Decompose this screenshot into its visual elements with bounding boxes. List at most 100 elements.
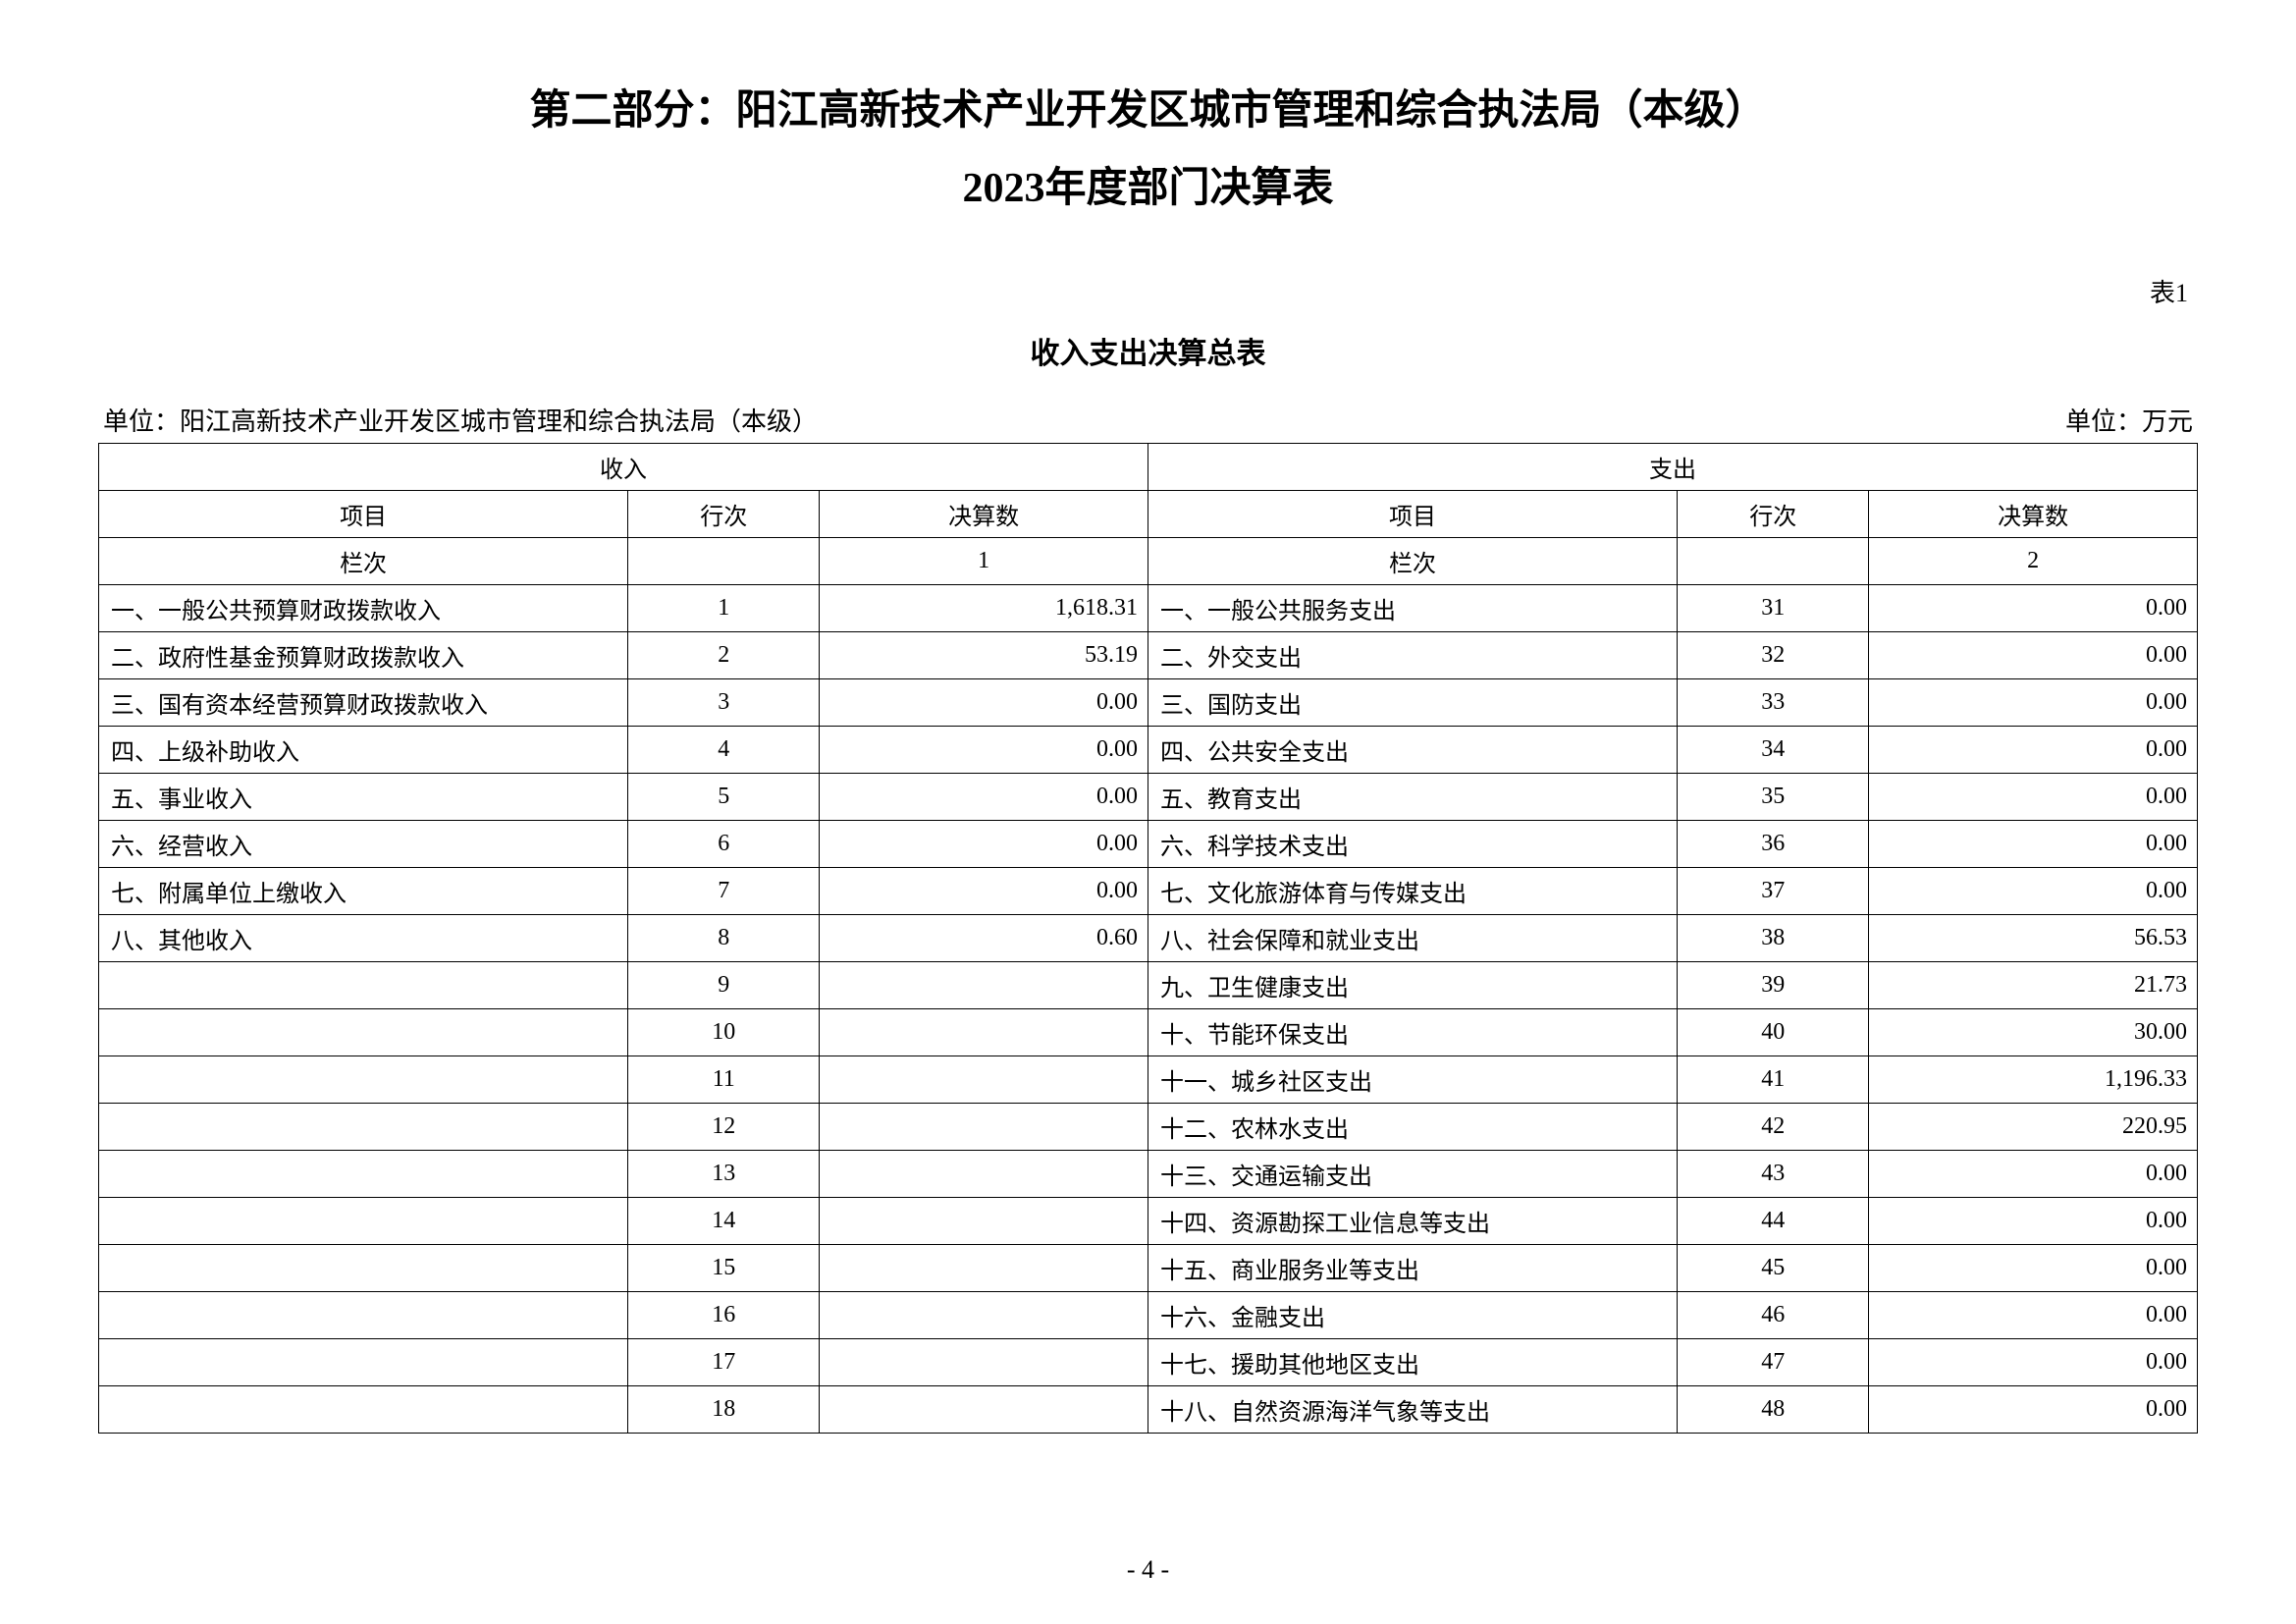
income-amount-cell [820, 1104, 1148, 1151]
income-amount-cell: 0.00 [820, 679, 1148, 727]
income-header: 收入 [99, 444, 1148, 491]
unit-right: 单位：万元 [2065, 402, 2193, 438]
income-row-cell: 13 [628, 1151, 820, 1198]
income-row-cell: 3 [628, 679, 820, 727]
table-row: 六、经营收入60.00六、科学技术支出360.00 [99, 821, 2198, 868]
table-row: 18十八、自然资源海洋气象等支出480.00 [99, 1386, 2198, 1434]
expense-row-cell: 48 [1678, 1386, 1869, 1434]
income-item-cell [99, 1339, 628, 1386]
expense-row-cell: 46 [1678, 1292, 1869, 1339]
expense-item-cell: 二、外交支出 [1148, 632, 1677, 679]
income-item-cell: 六、经营收入 [99, 821, 628, 868]
income-row-cell: 5 [628, 774, 820, 821]
income-amount-cell: 0.00 [820, 727, 1148, 774]
income-item-cell: 一、一般公共预算财政拨款收入 [99, 585, 628, 632]
income-row-cell: 9 [628, 962, 820, 1009]
expense-row-header: 行次 [1678, 491, 1869, 538]
blank-cell [628, 538, 820, 585]
expense-row-cell: 42 [1678, 1104, 1869, 1151]
expense-amount-cell: 0.00 [1869, 1386, 2198, 1434]
expense-row-cell: 37 [1678, 868, 1869, 915]
header-row-1: 收入 支出 [99, 444, 2198, 491]
expense-item-cell: 六、科学技术支出 [1148, 821, 1677, 868]
document-subtitle: 2023年度部门决算表 [98, 154, 2198, 214]
expense-row-cell: 43 [1678, 1151, 1869, 1198]
expense-amount-cell: 30.00 [1869, 1009, 2198, 1056]
expense-item-cell: 十六、金融支出 [1148, 1292, 1677, 1339]
table-row: 9九、卫生健康支出3921.73 [99, 962, 2198, 1009]
income-item-cell: 三、国有资本经营预算财政拨款收入 [99, 679, 628, 727]
income-item-cell [99, 1056, 628, 1104]
expense-item-cell: 十、节能环保支出 [1148, 1009, 1677, 1056]
expense-amount-cell: 0.00 [1869, 1292, 2198, 1339]
income-row-cell: 18 [628, 1386, 820, 1434]
expense-amount-cell: 1,196.33 [1869, 1056, 2198, 1104]
expense-item-cell: 十七、援助其他地区支出 [1148, 1339, 1677, 1386]
income-row-cell: 10 [628, 1009, 820, 1056]
table-row: 14十四、资源勘探工业信息等支出440.00 [99, 1198, 2198, 1245]
income-row-cell: 7 [628, 868, 820, 915]
income-row-cell: 8 [628, 915, 820, 962]
income-row-cell: 16 [628, 1292, 820, 1339]
page-number: - 4 - [0, 1555, 2296, 1585]
expense-item-cell: 十四、资源勘探工业信息等支出 [1148, 1198, 1677, 1245]
table-row: 10 十、节能环保支出4030.00 [99, 1009, 2198, 1056]
col-1: 1 [820, 538, 1148, 585]
expense-row-cell: 31 [1678, 585, 1869, 632]
income-amount-cell: 1,618.31 [820, 585, 1148, 632]
income-col-label: 栏次 [99, 538, 628, 585]
table-row: 四、上级补助收入40.00四、公共安全支出340.00 [99, 727, 2198, 774]
expense-row-cell: 45 [1678, 1245, 1869, 1292]
income-item-cell [99, 962, 628, 1009]
expense-amount-cell: 0.00 [1869, 632, 2198, 679]
expense-amount-cell: 0.00 [1869, 1151, 2198, 1198]
income-item-cell [99, 1151, 628, 1198]
income-row-header: 行次 [628, 491, 820, 538]
income-amount-cell [820, 1009, 1148, 1056]
meta-row: 单位：阳江高新技术产业开发区城市管理和综合执法局（本级） 单位：万元 [98, 402, 2198, 438]
income-row-cell: 1 [628, 585, 820, 632]
expense-row-cell: 38 [1678, 915, 1869, 962]
income-item-cell: 二、政府性基金预算财政拨款收入 [99, 632, 628, 679]
expense-row-cell: 40 [1678, 1009, 1869, 1056]
blank-cell [1678, 538, 1869, 585]
expense-item-cell: 十五、商业服务业等支出 [1148, 1245, 1677, 1292]
table-row: 一、一般公共预算财政拨款收入11,618.31一、一般公共服务支出310.00 [99, 585, 2198, 632]
income-item-cell: 五、事业收入 [99, 774, 628, 821]
expense-row-cell: 32 [1678, 632, 1869, 679]
income-item-cell [99, 1245, 628, 1292]
income-amount-cell [820, 962, 1148, 1009]
income-row-cell: 4 [628, 727, 820, 774]
income-row-cell: 11 [628, 1056, 820, 1104]
expense-amount-cell: 220.95 [1869, 1104, 2198, 1151]
income-amount-cell [820, 1198, 1148, 1245]
income-item-cell [99, 1386, 628, 1434]
expense-amount-cell: 0.00 [1869, 821, 2198, 868]
expense-amount-cell: 0.00 [1869, 774, 2198, 821]
income-amount-cell [820, 1339, 1148, 1386]
expense-amount-cell: 0.00 [1869, 1245, 2198, 1292]
expense-amount-cell: 56.53 [1869, 915, 2198, 962]
expense-item-cell: 十二、农林水支出 [1148, 1104, 1677, 1151]
table-row: 15十五、商业服务业等支出450.00 [99, 1245, 2198, 1292]
expense-item-cell: 十三、交通运输支出 [1148, 1151, 1677, 1198]
expense-row-cell: 36 [1678, 821, 1869, 868]
unit-left: 单位：阳江高新技术产业开发区城市管理和综合执法局（本级） [103, 402, 818, 438]
expense-item-cell: 十一、城乡社区支出 [1148, 1056, 1677, 1104]
expense-amount-cell: 0.00 [1869, 727, 2198, 774]
table-row: 13 十三、交通运输支出430.00 [99, 1151, 2198, 1198]
expense-item-cell: 三、国防支出 [1148, 679, 1677, 727]
table-row: 七、附属单位上缴收入70.00七、文化旅游体育与传媒支出370.00 [99, 868, 2198, 915]
income-item-cell [99, 1104, 628, 1151]
expense-row-cell: 44 [1678, 1198, 1869, 1245]
header-row-2: 项目 行次 决算数 项目 行次 决算数 [99, 491, 2198, 538]
income-amount-cell [820, 1292, 1148, 1339]
expense-row-cell: 41 [1678, 1056, 1869, 1104]
income-row-cell: 14 [628, 1198, 820, 1245]
income-row-cell: 17 [628, 1339, 820, 1386]
expense-item-cell: 五、教育支出 [1148, 774, 1677, 821]
income-item-cell: 七、附属单位上缴收入 [99, 868, 628, 915]
table-row: 二、政府性基金预算财政拨款收入253.19二、外交支出320.00 [99, 632, 2198, 679]
income-item-cell: 四、上级补助收入 [99, 727, 628, 774]
income-amount-cell [820, 1245, 1148, 1292]
